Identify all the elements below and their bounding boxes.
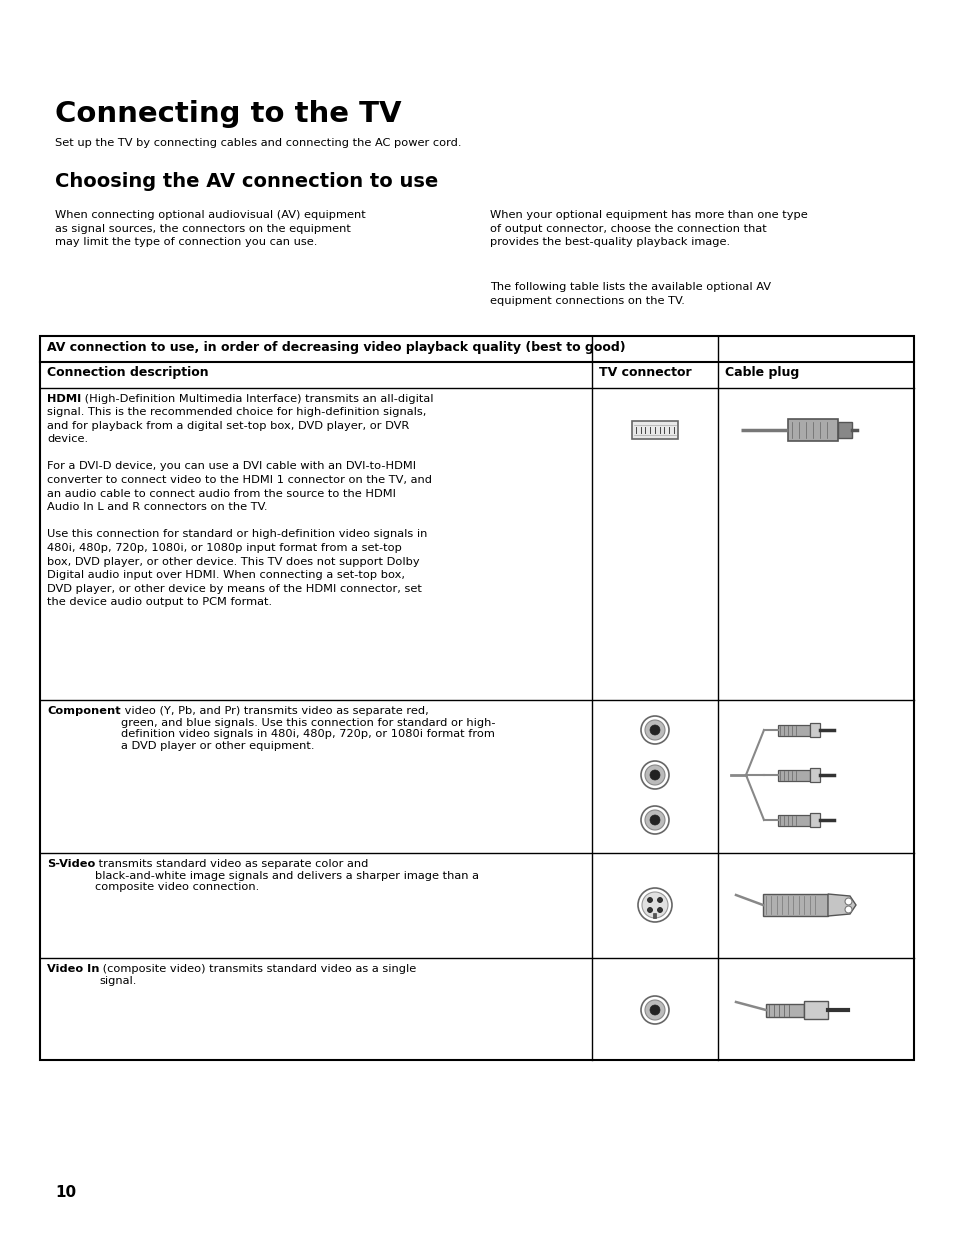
Text: signal. This is the recommended choice for high-definition signals,
and for play: signal. This is the recommended choice f… [47,408,432,608]
Bar [787,419,837,441]
Polygon shape [827,894,855,916]
Circle shape [640,761,668,789]
Circle shape [641,892,667,918]
Text: When your optional equipment has more than one type
of output connector, choose : When your optional equipment has more th… [490,210,807,247]
Text: (composite video) transmits standard video as a single
signal.: (composite video) transmits standard vid… [99,965,416,986]
Text: 10: 10 [55,1186,76,1200]
Text: Component: Component [47,706,120,716]
Circle shape [640,806,668,834]
Circle shape [649,725,659,735]
Circle shape [644,810,664,830]
Text: video (Y, Pb, and Pr) transmits video as separate red,
green, and blue signals. : video (Y, Pb, and Pr) transmits video as… [120,706,495,751]
Text: (High-Definition Multimedia Interface) transmits an all-digital: (High-Definition Multimedia Interface) t… [81,394,434,404]
Bar [809,813,820,827]
Bar [762,894,827,916]
Text: AV connection to use, in order of decreasing video playback quality (best to goo: AV connection to use, in order of decrea… [47,341,625,354]
Circle shape [649,1005,659,1015]
Text: Choosing the AV connection to use: Choosing the AV connection to use [55,172,437,191]
Circle shape [640,995,668,1024]
Circle shape [647,898,652,903]
Bar [40,336,913,1060]
Text: HDMI: HDMI [47,394,81,404]
Text: transmits standard video as separate color and
black-and-white image signals and: transmits standard video as separate col… [95,860,478,892]
Text: When connecting optional audiovisual (AV) equipment
as signal sources, the conne: When connecting optional audiovisual (AV… [55,210,365,247]
Circle shape [640,716,668,743]
Text: Connection description: Connection description [47,366,209,379]
Bar [765,1004,803,1016]
Circle shape [644,1000,664,1020]
Text: Connecting to the TV: Connecting to the TV [55,100,401,128]
Bar [631,421,678,438]
Bar [837,422,851,438]
Bar [809,722,820,737]
Circle shape [657,908,661,913]
Text: TV connector: TV connector [598,366,691,379]
Circle shape [647,908,652,913]
Bar [653,913,656,918]
Bar [778,815,809,825]
Circle shape [638,888,671,923]
Text: The following table lists the available optional AV
equipment connections on the: The following table lists the available … [490,282,770,305]
Circle shape [657,898,661,903]
Bar [803,1002,827,1019]
Circle shape [649,815,659,825]
Text: Cable plug: Cable plug [724,366,799,379]
Text: Set up the TV by connecting cables and connecting the AC power cord.: Set up the TV by connecting cables and c… [55,138,461,148]
Bar [778,769,809,781]
Text: Video In: Video In [47,965,99,974]
Circle shape [649,769,659,781]
Circle shape [644,764,664,785]
Text: S-Video: S-Video [47,860,95,869]
Bar [778,725,809,736]
Bar [809,768,820,782]
Circle shape [644,720,664,740]
